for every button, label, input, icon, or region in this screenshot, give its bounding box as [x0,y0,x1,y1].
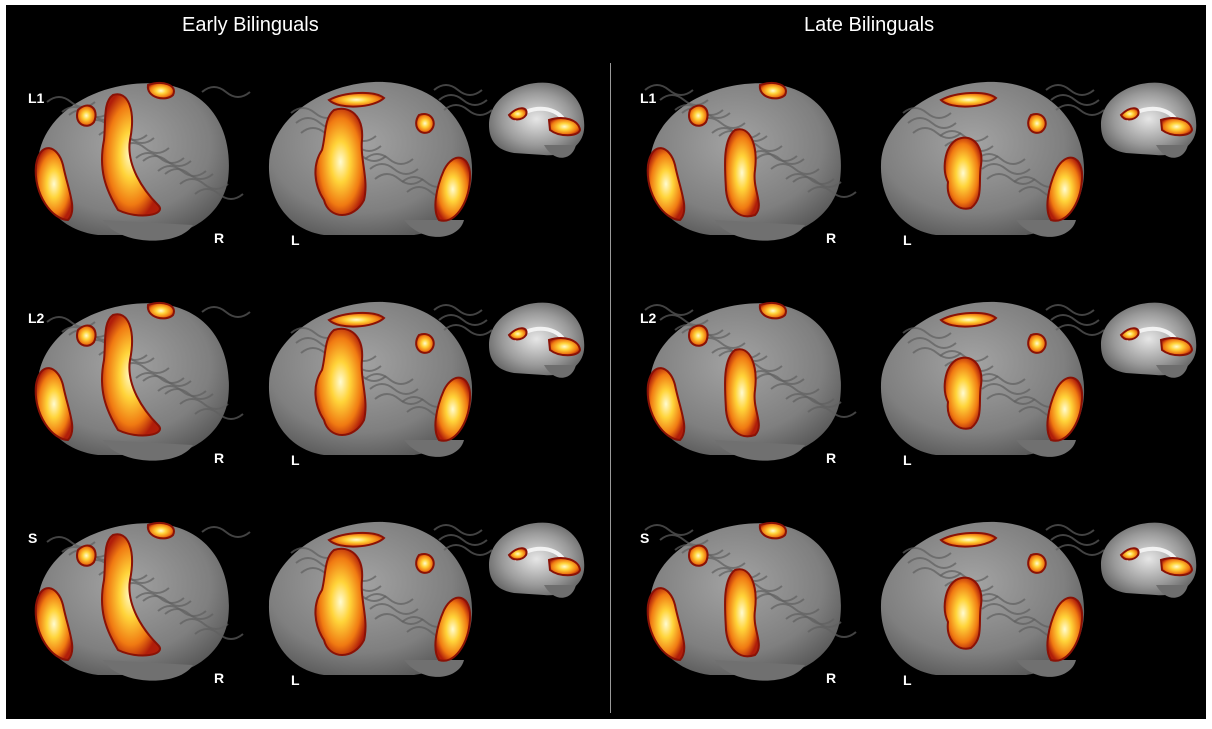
late-s-row-label: S [640,530,650,546]
early-s-row-label: S [28,530,38,546]
late-s-right-hemisphere-brain [644,522,857,681]
late-l2-right-hemisphere-brain [644,302,857,461]
early-l2-row-label: L2 [28,310,45,326]
early-l2-sagittal-brain [489,302,585,378]
early-l1-right-hemisphere-brain [34,82,251,241]
early-l1-left-hemisphere-brain [268,81,493,237]
late-bilinguals-title: Late Bilinguals [804,14,935,36]
late-s-left-label: L [903,672,912,688]
late-l2-sagittal-brain [1101,302,1197,378]
early-l2-right-hemisphere-brain [34,302,251,461]
late-l2-left-hemisphere-brain [880,301,1105,457]
early-s-right-hemisphere-brain [34,522,251,681]
early-l2-left-hemisphere-brain [268,301,493,457]
late-l1-right-label: R [826,230,837,246]
group-divider [610,63,611,713]
late-l1-row-label: L1 [640,90,657,106]
late-l2-row-label: L2 [640,310,657,326]
early-l2-right-label: R [214,450,225,466]
early-l1-left-label: L [291,232,300,248]
late-s-sagittal-brain [1101,522,1197,598]
late-l1-sagittal-brain [1101,82,1197,158]
early-bilinguals-title: Early Bilinguals [182,14,319,36]
early-s-right-label: R [214,670,225,686]
early-l1-row-label: L1 [28,90,45,106]
early-l1-sagittal-brain [489,82,585,158]
late-l2-right-label: R [826,450,837,466]
early-l1-right-label: R [214,230,225,246]
late-l1-left-label: L [903,232,912,248]
early-s-sagittal-brain [489,522,585,598]
late-s-left-hemisphere-brain [880,521,1105,677]
early-l2-left-label: L [291,452,300,468]
late-l1-right-hemisphere-brain [644,82,857,241]
late-l1-left-hemisphere-brain [880,81,1105,237]
early-s-left-hemisphere-brain [268,521,493,677]
figure-panel: Early Bilinguals Late Bilinguals [6,5,1206,719]
late-s-right-label: R [826,670,837,686]
late-l2-left-label: L [903,452,912,468]
early-s-left-label: L [291,672,300,688]
